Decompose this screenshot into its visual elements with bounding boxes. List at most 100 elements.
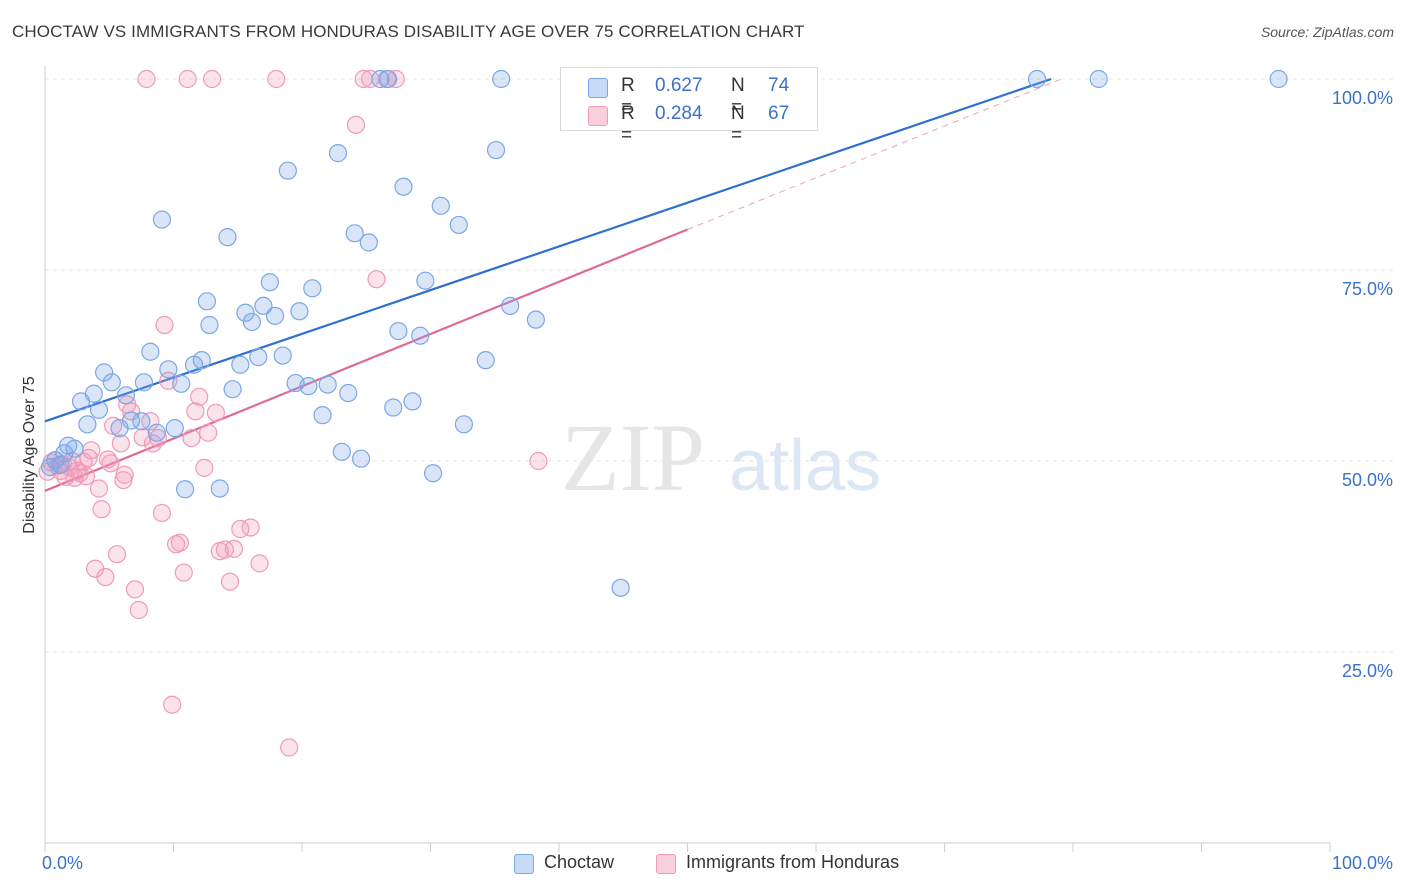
- point-honduras: [190, 387, 209, 406]
- point-choctaw: [242, 312, 261, 332]
- point-honduras: [170, 533, 190, 552]
- point-choctaw: [218, 228, 237, 247]
- watermark-zip: ZIP: [561, 404, 705, 511]
- point-choctaw: [611, 578, 630, 597]
- point-honduras: [82, 441, 101, 460]
- point-choctaw: [159, 360, 178, 379]
- point-honduras: [195, 458, 214, 477]
- point-honduras: [367, 270, 386, 289]
- point-honduras: [186, 402, 205, 421]
- point-choctaw: [1089, 69, 1108, 89]
- trend-line-honduras-extension: [687, 78, 1062, 230]
- point-honduras: [111, 434, 130, 453]
- chart-title: CHOCTAW VS IMMIGRANTS FROM HONDURAS DISA…: [12, 22, 805, 41]
- point-choctaw: [384, 398, 403, 417]
- point-honduras: [68, 461, 87, 481]
- point-honduras: [143, 434, 163, 453]
- point-choctaw: [175, 480, 195, 499]
- trend-lines: [44, 77, 1062, 492]
- point-choctaw: [1269, 69, 1288, 89]
- point-honduras: [199, 423, 218, 442]
- point-choctaw: [371, 69, 390, 89]
- point-choctaw: [416, 271, 435, 290]
- point-honduras: [133, 428, 152, 447]
- point-honduras: [250, 554, 269, 573]
- point-choctaw: [95, 363, 114, 382]
- point-choctaw: [431, 196, 450, 215]
- point-choctaw: [290, 302, 309, 321]
- point-choctaw: [249, 347, 268, 367]
- bottom-legend-swatch-honduras: [656, 854, 676, 874]
- point-honduras: [115, 465, 134, 484]
- point-choctaw: [116, 386, 136, 405]
- point-honduras: [98, 450, 118, 469]
- legend-r-value: 0.627: [655, 75, 703, 96]
- point-choctaw: [313, 406, 332, 425]
- point-honduras: [129, 600, 148, 620]
- point-choctaw: [273, 346, 292, 365]
- point-honduras: [155, 315, 174, 335]
- point-choctaw: [260, 273, 279, 292]
- point-choctaw: [223, 380, 242, 399]
- point-choctaw: [394, 177, 413, 196]
- point-choctaw: [254, 296, 273, 316]
- point-honduras: [163, 695, 182, 714]
- point-choctaw: [411, 326, 430, 345]
- legend-r-value: 0.284: [655, 103, 703, 124]
- point-choctaw: [328, 144, 348, 163]
- point-choctaw: [192, 351, 211, 370]
- point-honduras: [174, 563, 193, 582]
- point-choctaw: [403, 392, 422, 411]
- legend-n-value: 74: [768, 75, 790, 96]
- watermark: ZIP atlas: [561, 404, 881, 511]
- point-choctaw: [134, 373, 154, 392]
- point-honduras: [529, 451, 548, 471]
- point-choctaw: [332, 442, 351, 461]
- point-choctaw: [303, 279, 322, 298]
- point-choctaw: [278, 161, 297, 180]
- bottom-legend-label-choctaw: Choctaw: [544, 852, 615, 872]
- point-honduras: [224, 539, 243, 558]
- point-honduras: [137, 69, 156, 89]
- point-honduras: [241, 518, 260, 537]
- point-choctaw: [501, 296, 520, 316]
- point-honduras: [107, 545, 127, 564]
- point-honduras: [220, 572, 240, 591]
- point-choctaw: [46, 451, 65, 470]
- legend-n-label: N =: [731, 103, 745, 146]
- point-choctaw: [65, 439, 84, 458]
- axes: [44, 66, 1331, 852]
- chart-source: Source: ZipAtlas.com: [1260, 24, 1394, 40]
- point-honduras: [267, 69, 286, 89]
- bottom-legend-label-honduras: Immigrants from Honduras: [686, 852, 900, 872]
- point-choctaw: [210, 479, 229, 498]
- point-choctaw: [378, 69, 398, 89]
- watermark-atlas: atlas: [729, 426, 881, 506]
- point-choctaw: [352, 449, 371, 468]
- point-choctaw: [389, 322, 408, 341]
- point-choctaw: [102, 373, 121, 392]
- point-choctaw: [231, 355, 250, 374]
- point-choctaw: [476, 351, 495, 370]
- point-honduras: [386, 69, 405, 89]
- point-choctaw: [318, 375, 337, 394]
- point-choctaw: [200, 315, 219, 335]
- y-tick-label: 100.0%: [1332, 88, 1393, 108]
- point-choctaw: [152, 210, 172, 229]
- point-choctaw: [89, 400, 109, 419]
- point-choctaw: [121, 411, 141, 430]
- point-choctaw: [84, 384, 103, 403]
- x-tick-label-min: 0.0%: [42, 853, 83, 873]
- tick-labels: 100.0% 75.0% 50.0% 25.0% 0.0% 100.0%: [42, 88, 1393, 873]
- y-tick-label: 75.0%: [1342, 279, 1393, 299]
- legend-swatch-choctaw: [588, 78, 608, 98]
- point-choctaw: [197, 292, 217, 311]
- point-honduras: [206, 403, 226, 422]
- point-choctaw: [147, 423, 166, 442]
- point-choctaw: [165, 419, 184, 438]
- x-tick-label-max: 100.0%: [1332, 853, 1393, 873]
- point-choctaw: [449, 215, 468, 235]
- point-honduras: [182, 428, 201, 448]
- y-axis-label: Disability Age Over 75: [21, 376, 38, 534]
